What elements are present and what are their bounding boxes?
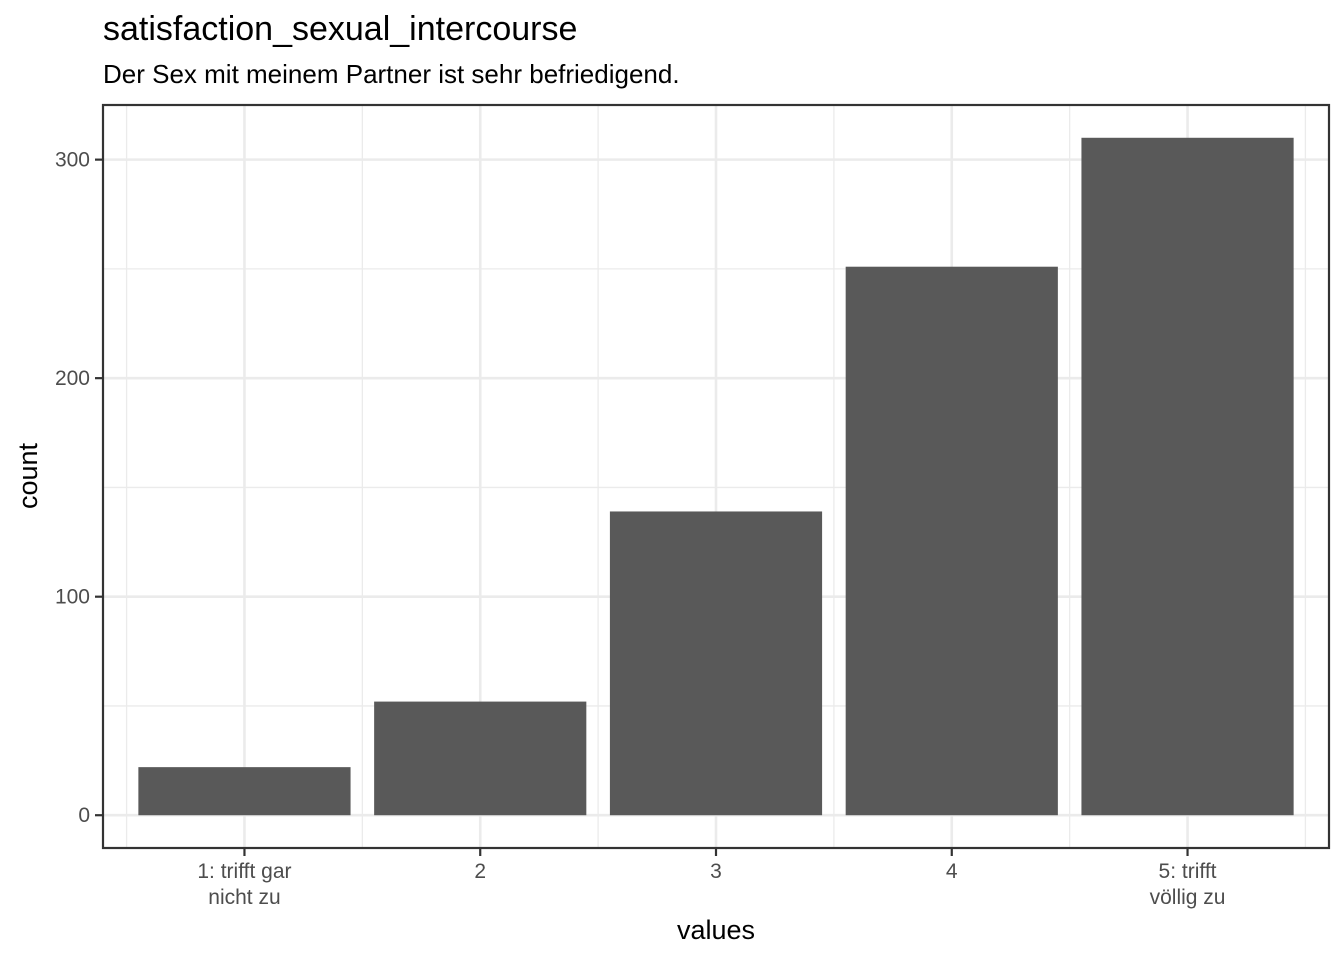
x-tick-label: 4 xyxy=(946,860,958,883)
x-tick-label-line: nicht zu xyxy=(208,886,280,909)
x-tick-label-line: 2 xyxy=(474,860,486,883)
x-tick-label: 2 xyxy=(474,860,486,883)
y-tick-label: 200 xyxy=(55,367,90,390)
bar-2 xyxy=(374,701,587,816)
y-axis-title: count xyxy=(13,442,43,509)
plot-area: 0 100 200 300 1: trifft gar nicht zu 2 3 4 5: tri… xyxy=(55,103,1331,909)
bar-4 xyxy=(845,266,1058,816)
x-axis-title: values xyxy=(677,915,755,945)
x-tick-label-line: völlig zu xyxy=(1150,886,1226,909)
chart-subtitle: Der Sex mit meinem Partner ist sehr befr… xyxy=(103,59,680,89)
x-tick-label-line: 5: trifft xyxy=(1159,860,1217,883)
x-tick-label: 5: trifft völlig zu xyxy=(1150,860,1226,909)
chart-title: satisfaction_sexual_intercourse xyxy=(103,10,577,48)
y-tick-label: 100 xyxy=(55,586,90,609)
bar-3 xyxy=(609,511,823,816)
x-tick-label: 3 xyxy=(710,860,722,883)
x-tick-label-line: 4 xyxy=(946,860,958,883)
bar-5 xyxy=(1081,137,1294,816)
x-tick-label: 1: trifft gar nicht zu xyxy=(197,860,291,909)
x-tick-label-line: 3 xyxy=(710,860,722,883)
x-tick-label-line: 1: trifft gar xyxy=(197,860,291,883)
bar-1 xyxy=(138,767,351,816)
y-tick-label: 300 xyxy=(55,149,90,172)
y-tick-label: 0 xyxy=(78,804,90,827)
